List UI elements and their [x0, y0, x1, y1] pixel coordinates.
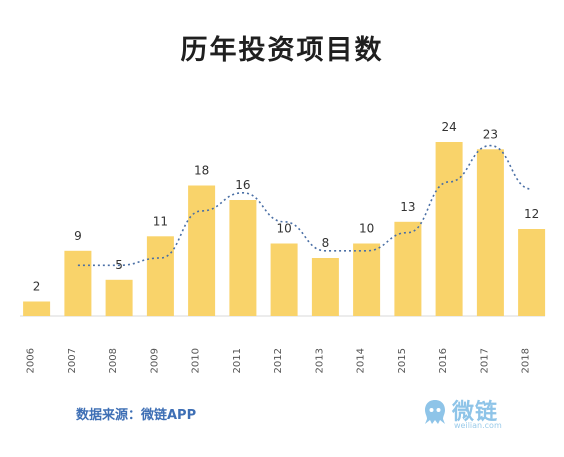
x-tick-2006: 2006 [26, 348, 37, 373]
trend-line [77, 144, 532, 267]
value-label-2009: 11 [153, 214, 168, 228]
value-label-2018: 12 [524, 207, 539, 221]
brand-url: weilian.com [454, 421, 502, 430]
value-label-2007: 9 [74, 229, 82, 243]
value-label-2008: 5 [115, 258, 123, 272]
bar-2011 [229, 200, 257, 316]
value-label-2010: 18 [194, 164, 209, 178]
value-label-2012: 10 [276, 222, 291, 236]
octopus-logo-icon [425, 400, 445, 424]
x-tick-2015: 2015 [397, 348, 408, 373]
bar-2010 [188, 185, 216, 316]
x-tick-2016: 2016 [438, 348, 449, 373]
x-tick-2008: 2008 [108, 348, 119, 373]
value-label-2016: 24 [441, 120, 456, 134]
bar-2016 [435, 142, 463, 316]
x-tick-2010: 2010 [191, 348, 202, 373]
bar-2018 [518, 229, 546, 316]
bar-2017 [476, 149, 504, 317]
x-tick-2012: 2012 [273, 348, 284, 373]
bar-2014 [353, 243, 381, 316]
x-tick-2013: 2013 [314, 348, 325, 373]
x-tick-2011: 2011 [232, 348, 243, 373]
chart-title: 历年投资项目数 [180, 35, 384, 66]
value-label-2015: 13 [400, 200, 415, 214]
bars-group [23, 142, 546, 317]
brand-mark: 微链 weilian.com [422, 394, 532, 434]
bar-2012 [270, 243, 298, 316]
value-labels-group: 2 9 5 11 18 16 10 8 10 13 24 23 12 [33, 120, 539, 294]
value-label-2013: 8 [322, 236, 330, 250]
x-tick-2009: 2009 [149, 348, 160, 373]
x-tick-2017: 2017 [479, 348, 490, 373]
source-note: 数据来源：微链APP [76, 408, 197, 423]
bar-2013 [311, 258, 339, 316]
bar-2015 [394, 221, 422, 317]
value-label-2017: 23 [483, 127, 498, 141]
x-tick-labels-group: 2006 2007 2008 2009 2010 2011 2012 2013 2014 2015… [26, 348, 532, 373]
bar-2006 [23, 301, 51, 316]
bar-2007 [64, 250, 92, 317]
value-label-2006: 2 [33, 280, 41, 294]
value-label-2011: 16 [235, 178, 250, 192]
value-label-2014: 10 [359, 222, 374, 236]
x-tick-2014: 2014 [356, 348, 367, 373]
bar-2008 [105, 279, 133, 317]
x-tick-2007: 2007 [67, 348, 78, 373]
brand-name: 微链 [452, 400, 499, 425]
x-tick-2018: 2018 [521, 348, 532, 373]
bar-2009 [146, 236, 174, 317]
